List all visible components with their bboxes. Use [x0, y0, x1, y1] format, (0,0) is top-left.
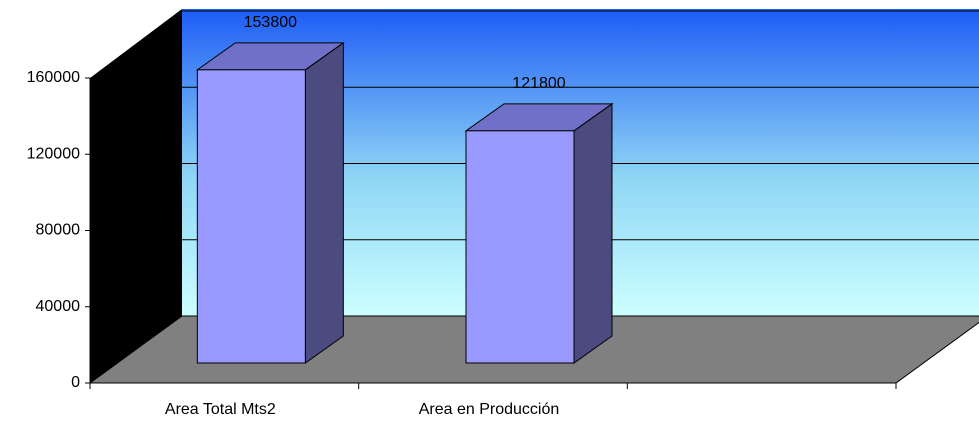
y-tick-label: 120000: [27, 145, 80, 162]
bar: [465, 130, 575, 364]
x-tick-label: Area en Producción: [419, 401, 560, 418]
side-wall: [90, 9, 182, 383]
x-tick-label: Area Total Mts2: [165, 401, 276, 418]
bar: [196, 69, 306, 364]
data-label: 153800: [244, 14, 297, 31]
y-tick-label: 80000: [36, 222, 81, 239]
y-tick-label: 40000: [36, 298, 81, 315]
bar-side: [304, 41, 344, 364]
bar-side: [573, 102, 613, 364]
y-tick-label: 0: [71, 374, 80, 391]
data-label: 121800: [512, 75, 565, 92]
y-tick-label: 160000: [27, 69, 80, 86]
